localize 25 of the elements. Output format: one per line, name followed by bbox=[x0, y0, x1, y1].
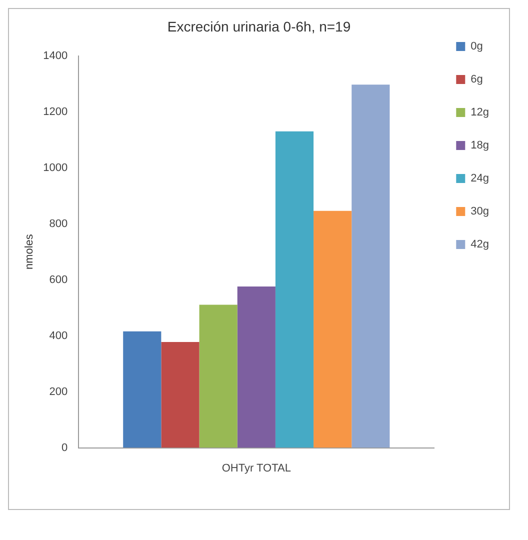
bar bbox=[199, 304, 238, 448]
y-tick-label: 400 bbox=[49, 330, 68, 342]
bar bbox=[123, 331, 162, 448]
legend-label: 30g bbox=[470, 206, 490, 218]
y-tick-label: 200 bbox=[49, 386, 68, 398]
y-tick-label: 1000 bbox=[43, 162, 68, 174]
bar bbox=[314, 210, 352, 448]
legend-label: 42g bbox=[470, 238, 490, 251]
y-axis-title: nmoles bbox=[24, 234, 36, 270]
bar bbox=[237, 286, 276, 448]
legend-label: 24g bbox=[470, 172, 490, 185]
legend-label: 6g bbox=[470, 74, 483, 86]
x-tick-label: OHTyr TOTAL bbox=[222, 462, 291, 474]
legend-label: 12g bbox=[470, 106, 490, 119]
y-tick-label: 600 bbox=[49, 274, 68, 286]
chart-title: Excreción urinaria 0-6h, n=19 bbox=[167, 18, 351, 34]
legend-label: 0g bbox=[470, 40, 483, 53]
bar bbox=[275, 131, 314, 448]
y-tick-label: 0 bbox=[62, 442, 68, 454]
legend-label: 18g bbox=[470, 140, 490, 152]
y-tick-label: 1200 bbox=[43, 106, 68, 118]
y-tick-label: 800 bbox=[49, 218, 68, 230]
bar bbox=[352, 84, 390, 448]
bar bbox=[161, 342, 200, 448]
y-tick-label: 1400 bbox=[43, 50, 68, 62]
